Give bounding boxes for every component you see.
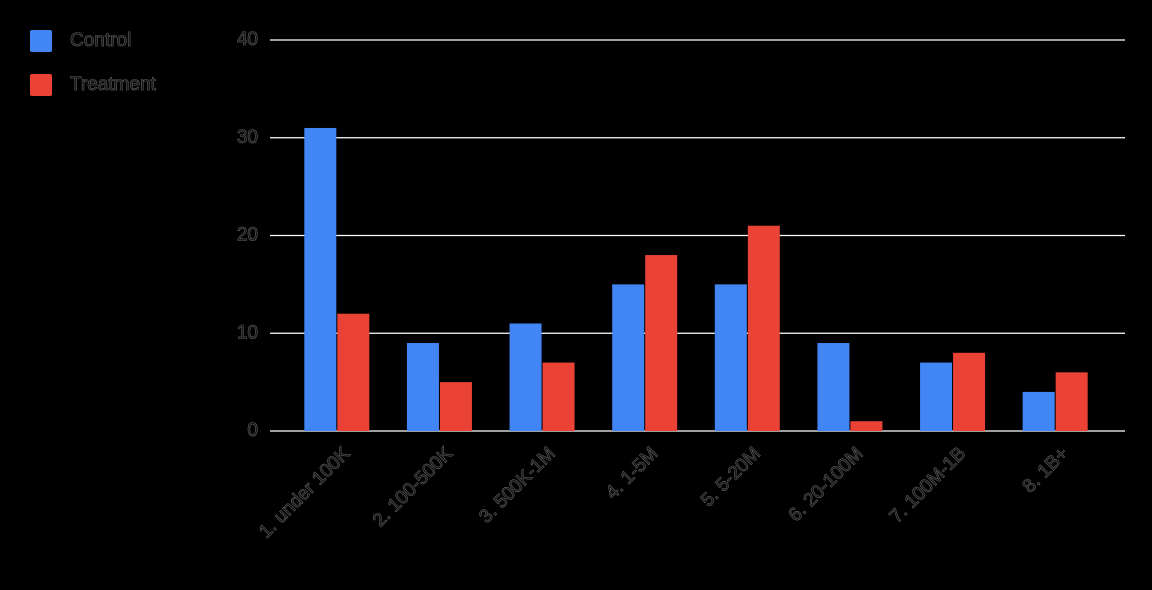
y-tick-label: 10 xyxy=(237,322,258,343)
x-tick-label: 6. 20-100M xyxy=(785,443,868,526)
y-tick-label: 30 xyxy=(237,127,258,148)
bar xyxy=(920,362,953,431)
y-tick-label: 0 xyxy=(247,420,258,441)
x-tick-label: 5. 5-20M xyxy=(697,443,765,511)
legend-label: Treatment xyxy=(70,74,157,95)
bar xyxy=(439,382,472,431)
bar xyxy=(747,225,780,431)
bar xyxy=(542,362,575,431)
bar xyxy=(953,352,986,431)
legend-swatch xyxy=(30,74,52,96)
x-tick-label: 3. 500K-1M xyxy=(475,443,559,527)
legend-label: Control xyxy=(70,30,131,51)
legend-swatch xyxy=(30,30,52,52)
bar xyxy=(850,421,883,431)
x-tick-label: 7. 100M-1B xyxy=(886,443,970,527)
x-tick-label: 2. 100-500K xyxy=(369,443,457,531)
y-tick-label: 20 xyxy=(237,225,258,246)
x-tick-label: 8. 1B+ xyxy=(1019,443,1073,497)
x-tick-label: 1. under 100K xyxy=(255,443,354,542)
bar xyxy=(1055,372,1088,431)
bar xyxy=(509,323,542,431)
x-tick-label: 4. 1-5M xyxy=(602,443,662,503)
bar xyxy=(645,255,678,431)
bar xyxy=(304,127,337,431)
y-tick-label: 40 xyxy=(237,29,258,50)
bar xyxy=(406,343,439,431)
bar xyxy=(612,284,645,431)
bar xyxy=(1022,391,1055,431)
bar xyxy=(714,284,747,431)
bar xyxy=(337,313,370,431)
bar xyxy=(817,343,850,431)
